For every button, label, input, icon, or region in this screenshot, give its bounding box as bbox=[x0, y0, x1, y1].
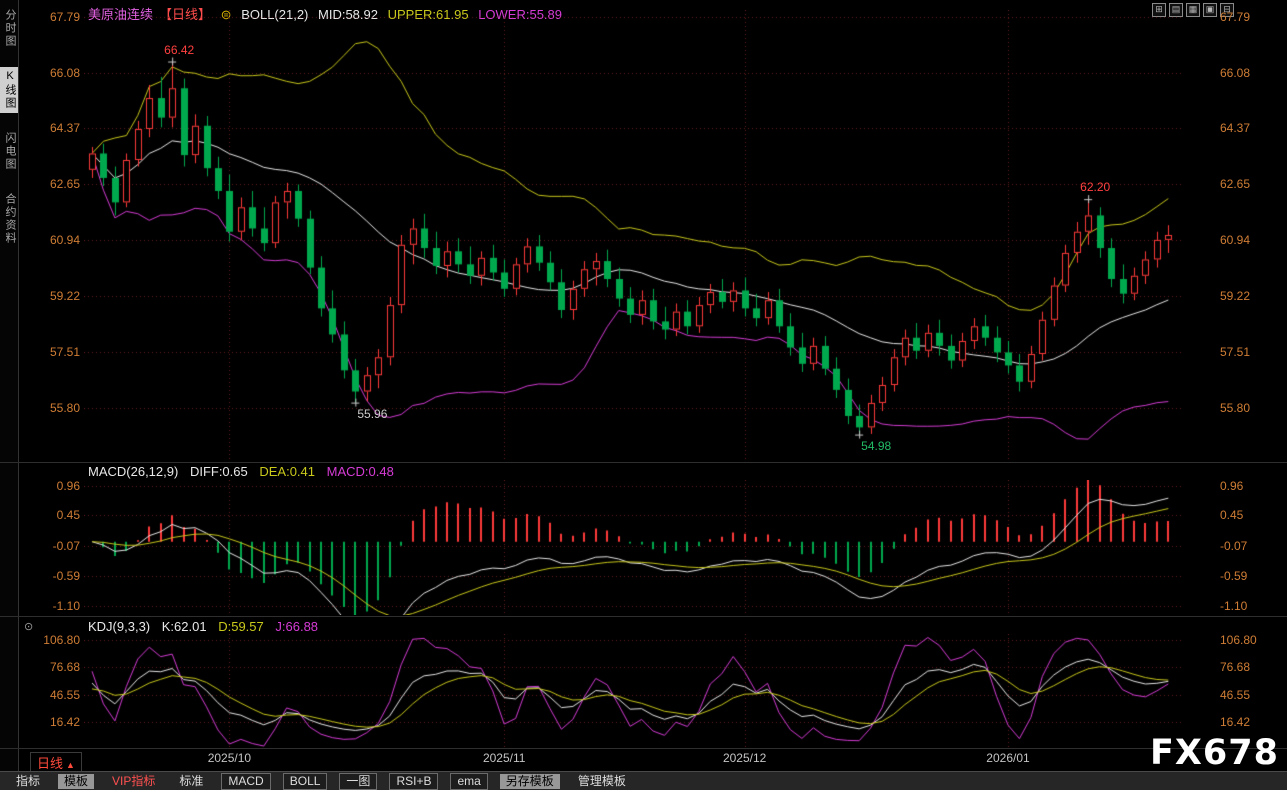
bottom-toolbar: 指标 模板 VIP指标 标准 MACD BOLL 一图 RSI+B ema 另存模板 管理模板 bbox=[0, 771, 1287, 790]
axis-tick-label: -1.10 bbox=[52, 598, 80, 613]
toolbar-item-boll[interactable]: BOLL bbox=[282, 773, 328, 790]
axis-tick-label: 46.55 bbox=[49, 687, 80, 702]
x-axis-month-label: 2026/01 bbox=[986, 751, 1030, 765]
axis-tick-label: 66.08 bbox=[1220, 65, 1251, 80]
axis-tick-label: 0.45 bbox=[1220, 508, 1244, 523]
toolbar-item-one-chart[interactable]: 一图 bbox=[339, 773, 378, 790]
layout-quad-icon[interactable]: ▦ bbox=[1186, 3, 1200, 17]
x-axis-labels: 2025/10 2025/11 2025/12 2026/01 bbox=[0, 751, 1287, 767]
macd-diff-value: DIFF:0.65 bbox=[189, 464, 248, 479]
kdj-indicator-label: KDJ(9,3,3) bbox=[88, 619, 151, 634]
kdj-settings-icon[interactable]: ⊙ bbox=[24, 621, 34, 633]
sidebar: 分时图 K线图闪电图合约资料 bbox=[0, 0, 19, 771]
axis-tick-label: 62.65 bbox=[49, 177, 80, 192]
kdj-j-value: J:66.88 bbox=[275, 619, 319, 634]
macd-dea-value: DEA:0.41 bbox=[259, 464, 316, 479]
axis-tick-label: 106.80 bbox=[1220, 632, 1257, 647]
kdj-chart-canvas[interactable] bbox=[84, 634, 1184, 748]
period-selector-label: 日线 bbox=[37, 756, 64, 771]
toolbar-item-standard[interactable]: 标准 bbox=[179, 774, 204, 788]
axis-tick-label: -1.10 bbox=[1220, 598, 1248, 613]
sidebar-item-time-share-chart[interactable]: 分时图 bbox=[4, 9, 16, 48]
toolbar-item-vip-indicators[interactable]: VIP指标 bbox=[112, 774, 156, 788]
axis-tick-label: 0.45 bbox=[56, 508, 80, 523]
kdj-k-value: K:62.01 bbox=[161, 619, 207, 634]
macd-header: MACD(26,12,9) DIFF:0.65 DEA:0.41 MACD:0.… bbox=[88, 464, 402, 479]
axis-tick-label: -0.59 bbox=[1220, 569, 1248, 583]
axis-tick-label: 16.42 bbox=[49, 715, 80, 730]
macd-indicator-label: MACD(26,12,9) bbox=[88, 464, 179, 479]
toolbar-item-macd[interactable]: MACD bbox=[221, 773, 271, 790]
toolbar-item-ema[interactable]: ema bbox=[450, 773, 488, 790]
axis-tick-label: 60.94 bbox=[49, 233, 80, 248]
panel-divider bbox=[0, 616, 1287, 617]
axis-tick-label: 59.22 bbox=[49, 289, 80, 304]
watermark-logo: FX678 bbox=[1150, 733, 1279, 773]
axis-tick-label: 64.37 bbox=[1220, 121, 1251, 136]
sidebar-item-kline-chart[interactable]: K线图 bbox=[0, 67, 18, 113]
axis-tick-label: 57.51 bbox=[1220, 345, 1251, 360]
axis-tick-label: 55.80 bbox=[49, 400, 80, 415]
toolbar-item-manage-template[interactable]: 管理模板 bbox=[577, 774, 626, 788]
main-chart-canvas[interactable] bbox=[84, 10, 1184, 460]
kdj-header: KDJ(9,3,3) K:62.01 D:59.57 J:66.88 bbox=[88, 619, 326, 634]
triangle-up-icon: ▲ bbox=[66, 760, 75, 770]
axis-tick-label: 46.55 bbox=[1220, 687, 1251, 702]
sidebar-item-tick-chart[interactable]: 闪电图 bbox=[4, 132, 16, 171]
axis-tick-label: 55.80 bbox=[1220, 400, 1251, 415]
panel-divider bbox=[0, 748, 1287, 749]
layout-single-icon[interactable]: ▣ bbox=[1203, 3, 1217, 17]
axis-tick-label: 64.37 bbox=[49, 121, 80, 136]
layout-split-icon[interactable]: ⊟ bbox=[1220, 3, 1234, 17]
axis-tick-label: 67.79 bbox=[49, 9, 80, 24]
axis-tick-label: 59.22 bbox=[1220, 289, 1251, 304]
axis-tick-label: 106.80 bbox=[43, 632, 80, 647]
kdj-d-value: D:59.57 bbox=[218, 619, 264, 634]
toolbar-item-save-template[interactable]: 另存模板 bbox=[499, 774, 560, 789]
panel-divider bbox=[0, 462, 1287, 463]
x-axis-month-label: 2025/11 bbox=[482, 751, 526, 765]
axis-tick-label: 76.68 bbox=[1220, 660, 1251, 675]
axis-tick-label: 0.96 bbox=[1220, 478, 1244, 493]
x-axis-month-label: 2025/12 bbox=[722, 751, 767, 765]
toolbar-item-templates[interactable]: 模板 bbox=[58, 774, 95, 789]
axis-tick-label: 67.79 bbox=[1220, 9, 1251, 24]
axis-tick-label: -0.07 bbox=[1220, 538, 1248, 553]
axis-tick-label: 57.51 bbox=[49, 345, 80, 360]
toolbar-item-indicators[interactable]: 指标 bbox=[16, 774, 41, 788]
x-axis-month-label: 2025/10 bbox=[207, 751, 252, 765]
axis-tick-label: 62.65 bbox=[1220, 177, 1251, 192]
axis-tick-label: -0.59 bbox=[52, 569, 80, 583]
axis-tick-label: 76.68 bbox=[49, 660, 80, 675]
axis-tick-label: -0.07 bbox=[52, 538, 80, 553]
axis-tick-label: 60.94 bbox=[1220, 233, 1251, 248]
axis-tick-label: 16.42 bbox=[1220, 715, 1251, 730]
macd-macd-value: MACD:0.48 bbox=[326, 464, 394, 479]
axis-tick-label: 0.96 bbox=[56, 478, 80, 493]
toolbar-item-rsi-b[interactable]: RSI+B bbox=[389, 773, 439, 790]
sidebar-item-contract-info[interactable]: 合约资料 bbox=[4, 193, 16, 245]
macd-chart-canvas[interactable] bbox=[84, 480, 1184, 615]
axis-tick-label: 66.08 bbox=[49, 65, 80, 80]
